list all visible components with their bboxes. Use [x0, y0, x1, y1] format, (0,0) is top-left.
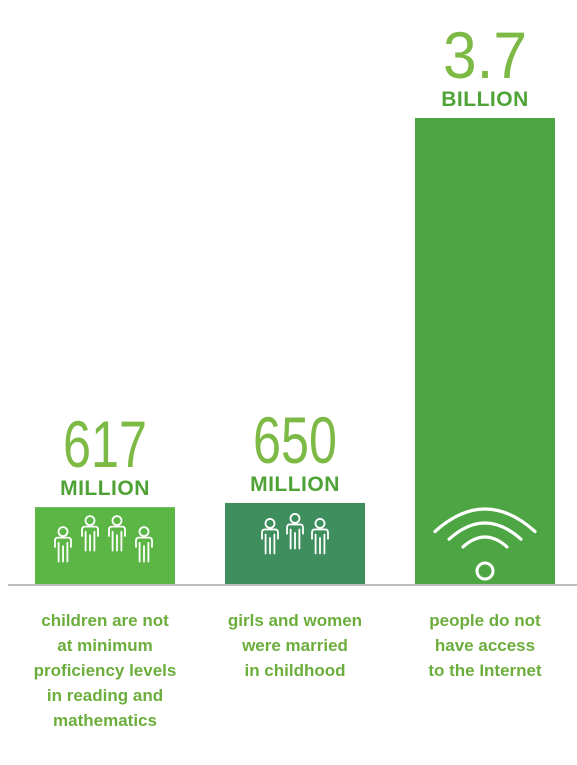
wifi-icon [433, 507, 537, 581]
bar-1-value-label: 617 [63, 407, 147, 481]
caption-line: in reading and [47, 686, 163, 705]
caption-line: mathematics [53, 711, 157, 730]
caption-line: to the Internet [428, 661, 542, 680]
caption-line: at minimum [57, 636, 152, 655]
bar-1 [35, 507, 175, 585]
caption-line: girls and women [228, 611, 362, 630]
bar-2-value-label: 650 [253, 403, 337, 477]
bar-1-unit-label: MILLION [60, 477, 150, 500]
bar-3-unit-label: BILLION [441, 88, 529, 111]
caption-line: in childhood [244, 661, 345, 680]
caption-line: people do not [429, 611, 541, 630]
girls-icon [261, 513, 329, 555]
children-icon [54, 515, 153, 563]
bar-3 [415, 118, 555, 585]
bar-1-caption: children are not at minimum proficiency le… [34, 611, 177, 730]
bars-layer [35, 118, 555, 585]
caption-line: have access [435, 636, 535, 655]
bar-2-unit-label: MILLION [250, 473, 340, 496]
caption-line: were married [241, 636, 348, 655]
bar-2-caption: girls and women were married in childhood [228, 611, 362, 680]
caption-line: proficiency levels [34, 661, 177, 680]
captions-layer: children are not at minimum proficiency le… [34, 611, 542, 730]
caption-line: children are not [41, 611, 169, 630]
bar-3-value-label: 3.7 [443, 18, 527, 92]
bar-3-caption: people do not have access to the Internet [428, 611, 542, 680]
